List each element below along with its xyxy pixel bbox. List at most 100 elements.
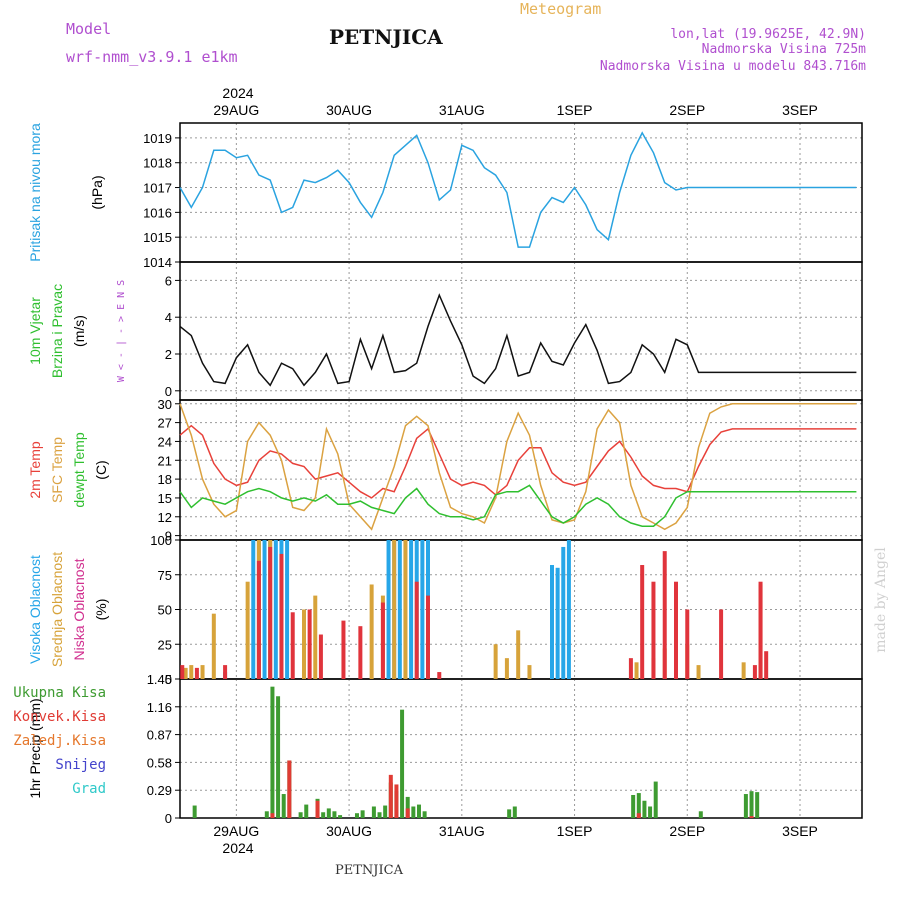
clouds-bar — [651, 581, 656, 679]
precipitation-bar — [405, 808, 410, 818]
y-tick-label: 1018 — [143, 156, 172, 171]
elevation-text: Nadmorska Visina 725m — [702, 42, 867, 57]
clouds-bar — [493, 644, 498, 679]
precipitation-bar — [371, 806, 376, 818]
clouds-bar — [256, 560, 261, 679]
precipitation-bar — [388, 774, 393, 818]
clouds-bar — [180, 665, 185, 679]
precipitation-bar — [411, 806, 416, 818]
clouds-bar — [550, 565, 554, 679]
clouds-bar — [696, 665, 701, 679]
x-day-label: 3SEP — [782, 823, 818, 839]
y-axis-label: Visoka Oblacnost — [27, 555, 43, 664]
model-value: wrf-nmm_v3.9.1 e1km — [66, 48, 238, 66]
clouds-bar — [504, 658, 509, 679]
year-bottom: 2024 — [222, 840, 253, 856]
clouds-bar — [358, 626, 363, 679]
precipitation-bar — [631, 794, 636, 818]
y-tick-label: 50 — [158, 603, 172, 618]
clouds-bar — [561, 546, 566, 679]
precipitation-bar — [315, 800, 320, 818]
y-tick-label: 12 — [158, 510, 172, 525]
clouds-bar — [268, 546, 273, 679]
precip-legend-label: Snijeg — [55, 757, 106, 773]
clouds-bar — [437, 672, 442, 679]
precipitation-bar — [281, 794, 286, 818]
y-tick-label: 1017 — [143, 181, 172, 196]
y-tick-label: 75 — [158, 568, 172, 583]
clouds-bar — [426, 595, 430, 679]
x-day-label: 30AUG — [326, 102, 372, 118]
precipitation-bar — [298, 812, 303, 818]
clouds-bar — [628, 658, 633, 679]
clouds-bar — [200, 665, 205, 679]
y-tick-label: 100 — [150, 533, 172, 548]
temperature-series-line — [179, 484, 857, 527]
clouds-bar — [674, 581, 678, 679]
y-tick-label: 1.16 — [147, 700, 172, 715]
footer-station: PETNJICA — [335, 863, 404, 878]
clouds-bar — [566, 540, 571, 679]
precipitation-bar — [512, 806, 517, 818]
clouds-bar — [380, 602, 385, 679]
y-axis-label: (C) — [93, 460, 109, 479]
model-elevation-text: Nadmorska Visina u modelu 843.716m — [600, 59, 866, 74]
clouds-bar — [285, 540, 290, 679]
y-tick-label: 25 — [158, 637, 172, 652]
x-day-label: 30AUG — [326, 823, 372, 839]
x-day-label: 29AUG — [213, 102, 259, 118]
y-tick-label: 1.45 — [147, 672, 172, 687]
y-tick-label: 18 — [158, 472, 172, 487]
precipitation-bar — [636, 813, 641, 818]
y-axis-label: Pritisak na nivou mora — [27, 123, 43, 262]
y-tick-label: 1019 — [143, 131, 172, 146]
pressure-series-line — [179, 131, 857, 248]
clouds-bar — [313, 595, 318, 679]
precip-legend-label: Grad — [72, 781, 106, 797]
precipitation-bar — [400, 709, 405, 818]
y-tick-label: 21 — [158, 453, 172, 468]
precipitation-bar — [507, 809, 512, 818]
year-top: 2024 — [222, 85, 253, 101]
watermark: made by Angel — [873, 547, 889, 653]
y-tick-label: 6 — [165, 273, 172, 288]
clouds-bar — [403, 540, 408, 679]
y-tick-label: 0.58 — [147, 755, 172, 770]
y-tick-label: 24 — [158, 434, 172, 449]
y-axis-label: (hPa) — [89, 175, 105, 209]
precipitation-bar — [354, 813, 359, 818]
labels-group: 1014 1015 1016 1017 1018 1019 Pritisak na nivo… — [13, 102, 818, 839]
clouds-bar — [640, 565, 645, 679]
precipitation-bar — [642, 800, 647, 818]
panel-frame — [179, 678, 863, 819]
precipitation-bar — [338, 815, 343, 818]
y-axis-label: (%) — [93, 599, 109, 621]
precipitation-bar — [270, 686, 275, 818]
clouds-bar — [685, 609, 690, 679]
y-tick-label: 0.29 — [147, 783, 172, 798]
clouds-bar — [194, 667, 199, 679]
precipitation-bar — [636, 793, 641, 818]
y-axis-label: 1hr Precip (mm) — [27, 698, 43, 798]
compass-label: W < - | - > E N S — [116, 280, 127, 382]
y-axis-label: Brzina i Pravac — [49, 284, 65, 378]
clouds-bar — [420, 540, 425, 679]
y-tick-label: 0 — [165, 672, 172, 687]
model-label: Model — [66, 20, 111, 38]
clouds-bar — [662, 551, 667, 679]
precipitation-bar — [698, 811, 703, 818]
precipitation-bar — [276, 696, 281, 818]
y-axis-label: SFC Temp — [49, 437, 65, 503]
clouds-bar — [302, 609, 306, 679]
clouds-bar — [386, 540, 391, 679]
y-tick-label: 2 — [165, 347, 172, 362]
y-tick-label: 30 — [158, 397, 172, 412]
clouds-bar — [634, 662, 639, 679]
panels-group — [175, 122, 863, 819]
clouds-bar — [719, 609, 724, 679]
clouds-bar — [341, 620, 346, 679]
y-tick-label: 0 — [165, 384, 172, 399]
clouds-bar — [189, 665, 194, 679]
temperature-series-line — [179, 424, 857, 499]
